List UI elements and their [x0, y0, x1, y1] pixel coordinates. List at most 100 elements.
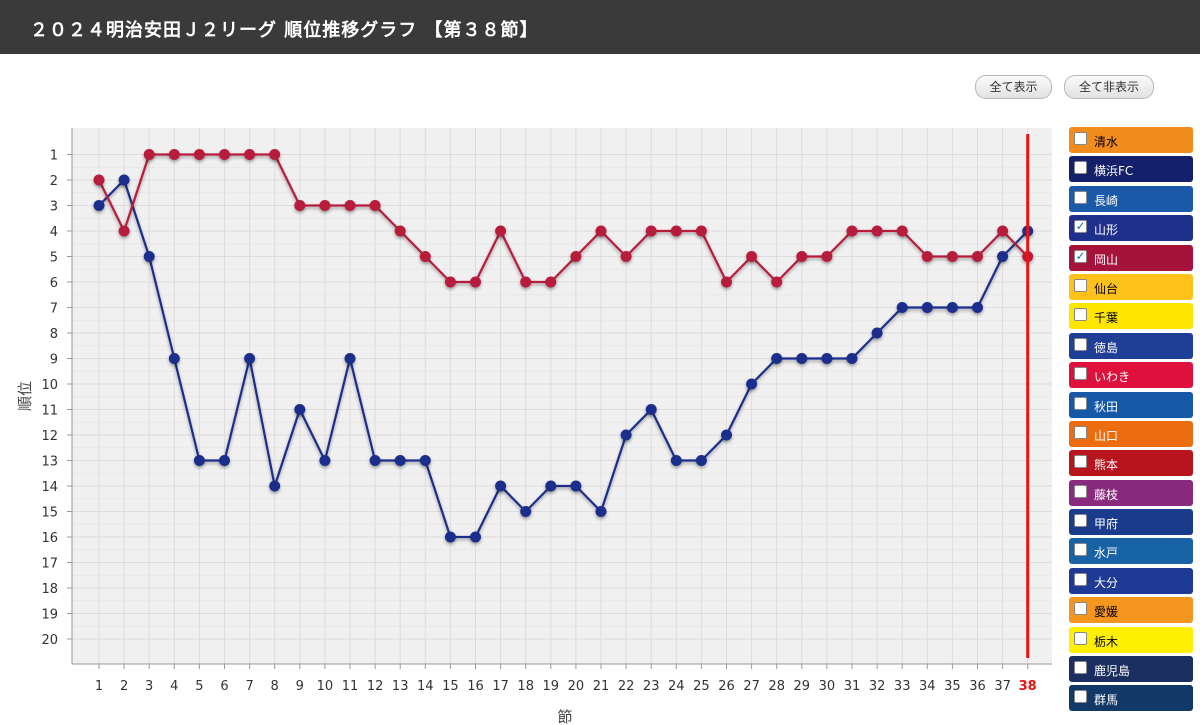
legend-item[interactable]: 仙台 [1069, 273, 1193, 300]
series-point[interactable] [118, 225, 130, 237]
legend-item[interactable]: 熊本 [1069, 450, 1193, 477]
legend-checkbox[interactable] [1074, 132, 1087, 145]
series-point[interactable] [821, 251, 833, 262]
legend-checkbox[interactable] [1074, 425, 1087, 439]
legend-item[interactable]: 千葉 [1069, 303, 1193, 330]
legend-checkbox[interactable] [1074, 514, 1087, 528]
series-point[interactable] [369, 455, 381, 466]
series-point[interactable] [520, 276, 532, 288]
legend-item[interactable]: 秋田 [1069, 391, 1193, 418]
legend-item[interactable]: 長崎 [1069, 185, 1193, 212]
series-point[interactable] [444, 531, 456, 543]
legend-checkbox[interactable] [1074, 631, 1087, 645]
series-point[interactable] [93, 174, 105, 186]
legend-item[interactable]: いわき [1069, 362, 1193, 389]
series-point[interactable] [143, 251, 155, 262]
series-point[interactable] [294, 200, 306, 211]
series-point[interactable] [871, 327, 883, 339]
series-point[interactable] [695, 225, 707, 237]
legend-item[interactable]: 水戸 [1069, 538, 1193, 565]
series-point[interactable] [997, 225, 1009, 237]
series-point[interactable] [394, 455, 406, 466]
series-point[interactable] [294, 404, 306, 415]
legend-checkbox[interactable] [1074, 455, 1087, 469]
series-point[interactable] [470, 531, 481, 543]
series-point[interactable] [495, 225, 507, 237]
series-point[interactable] [344, 353, 356, 364]
series-point[interactable] [946, 302, 958, 313]
series-point[interactable] [369, 200, 381, 211]
series-point[interactable] [520, 506, 532, 517]
legend-item[interactable]: 清水 [1069, 127, 1193, 153]
legend-item[interactable]: 山口 [1069, 420, 1193, 447]
legend-checkbox[interactable]: ✓ [1074, 219, 1087, 234]
legend-item[interactable]: ✓ 岡山 [1069, 244, 1193, 271]
series-point[interactable] [570, 251, 582, 262]
series-point[interactable] [470, 276, 481, 288]
legend-item[interactable]: 栃木 [1069, 626, 1193, 653]
series-point[interactable] [871, 225, 883, 237]
legend-checkbox[interactable] [1074, 543, 1087, 557]
series-point[interactable] [620, 251, 632, 262]
legend-item[interactable]: 徳島 [1069, 332, 1193, 359]
series-point[interactable] [193, 149, 205, 160]
series-point[interactable] [269, 149, 281, 160]
legend-item[interactable]: 横浜FC [1069, 156, 1193, 183]
series-point[interactable] [846, 353, 858, 364]
series-point[interactable] [244, 149, 256, 160]
series-point[interactable] [444, 276, 456, 288]
legend-checkbox[interactable] [1074, 337, 1087, 351]
series-point[interactable] [595, 506, 607, 517]
legend-checkbox[interactable] [1074, 602, 1087, 616]
series-point[interactable] [645, 225, 657, 237]
legend-checkbox[interactable] [1074, 161, 1087, 175]
series-point[interactable] [972, 251, 983, 262]
series-point[interactable] [771, 353, 783, 364]
series-point[interactable] [419, 455, 431, 466]
series-point[interactable] [796, 251, 808, 262]
series-point[interactable] [821, 353, 833, 364]
legend-checkbox[interactable] [1074, 308, 1087, 322]
series-point[interactable] [695, 455, 707, 466]
series-point[interactable] [545, 276, 557, 288]
legend-item[interactable]: 鹿児島 [1069, 656, 1193, 683]
series-point[interactable] [972, 302, 983, 313]
series-point[interactable] [193, 455, 205, 466]
series-point[interactable] [143, 149, 155, 160]
legend-checkbox[interactable] [1074, 690, 1087, 704]
legend-checkbox[interactable] [1074, 190, 1087, 204]
series-point[interactable] [946, 251, 958, 262]
series-point[interactable] [721, 276, 732, 288]
series-point[interactable] [620, 429, 632, 441]
series-point[interactable] [93, 200, 105, 211]
legend-item[interactable]: 藤枝 [1069, 479, 1193, 506]
legend-checkbox[interactable] [1074, 396, 1087, 410]
series-point[interactable] [219, 149, 230, 160]
hide-all-button[interactable]: 全て非表示 [1064, 75, 1154, 99]
series-point[interactable] [545, 480, 557, 492]
legend-item[interactable]: 大分 [1069, 567, 1193, 594]
series-point[interactable] [244, 353, 256, 364]
series-point[interactable] [670, 455, 682, 466]
legend-checkbox[interactable] [1074, 367, 1087, 381]
series-point[interactable] [670, 225, 682, 237]
series-point[interactable] [319, 455, 331, 466]
series-point[interactable] [746, 251, 758, 262]
series-point[interactable] [645, 404, 657, 415]
legend-checkbox[interactable] [1074, 278, 1087, 292]
legend-checkbox[interactable] [1074, 484, 1087, 498]
series-point[interactable] [168, 149, 180, 160]
series-point[interactable] [796, 353, 808, 364]
series-point[interactable] [168, 353, 180, 364]
series-point[interactable] [394, 225, 406, 237]
series-point[interactable] [118, 174, 130, 186]
series-point[interactable] [896, 302, 908, 313]
legend-item[interactable]: ✓ 山形 [1069, 215, 1193, 242]
series-point[interactable] [419, 251, 431, 262]
series-point[interactable] [570, 480, 582, 492]
series-point[interactable] [219, 455, 230, 466]
series-point[interactable] [269, 480, 281, 492]
legend-checkbox[interactable]: ✓ [1074, 248, 1087, 263]
legend-checkbox[interactable] [1074, 572, 1087, 586]
series-point[interactable] [746, 378, 758, 390]
